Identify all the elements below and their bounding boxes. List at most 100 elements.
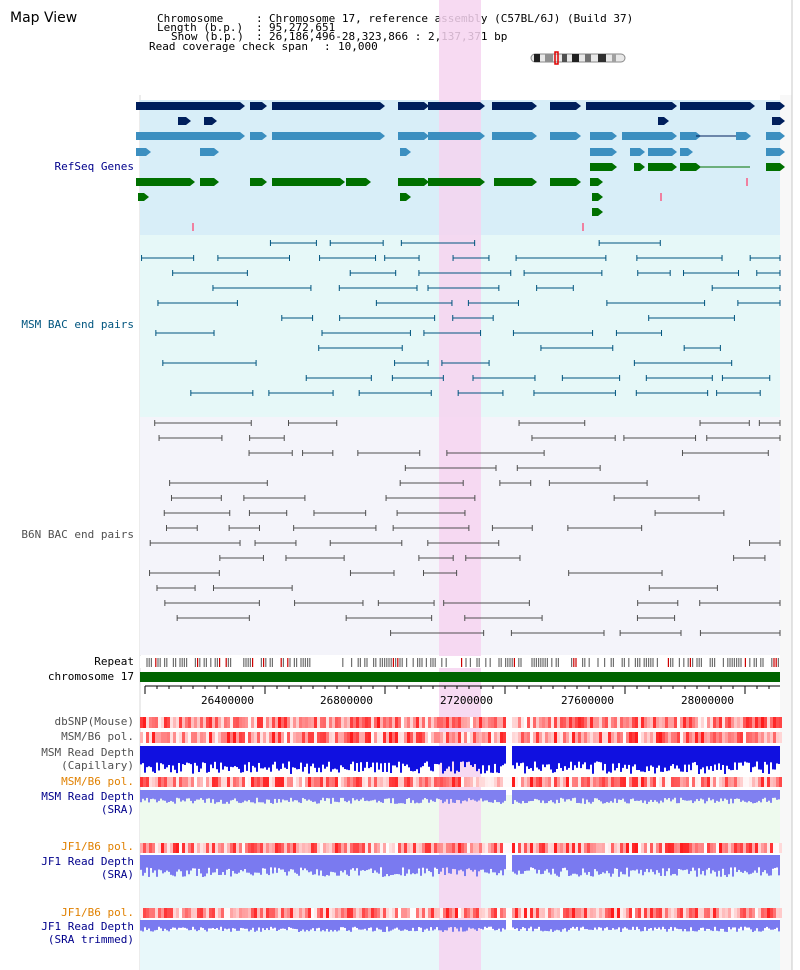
heatmap-cell	[152, 908, 155, 918]
heatmap-cell	[371, 717, 374, 728]
repeat-element	[722, 658, 724, 667]
heatmap-cell	[599, 732, 602, 743]
track-label-jf1-b6-pol-1[interactable]: JF1/B6 pol.	[61, 840, 134, 853]
depth-bar	[310, 855, 312, 872]
depth-bar	[590, 920, 592, 930]
track-label-jf1-b6-pol-2[interactable]: JF1/B6 pol.	[61, 906, 134, 919]
heatmap-cell	[221, 843, 224, 853]
depth-bar	[584, 790, 586, 804]
chromosome-bar[interactable]	[140, 672, 780, 682]
heatmap-cell	[539, 908, 542, 918]
depth-bar	[338, 920, 340, 931]
repeat-track[interactable]	[146, 658, 779, 667]
heatmap-cell	[503, 717, 506, 728]
chromosome-ideogram[interactable]	[530, 51, 626, 65]
heatmap-cell	[656, 717, 659, 728]
track-label-jf1-depth[interactable]: JF1 Read Depth	[41, 855, 134, 868]
heatmap-cell	[284, 732, 287, 743]
depth-bar	[672, 790, 674, 800]
page-title: Map View	[10, 10, 78, 26]
heatmap-cell	[620, 732, 623, 743]
heatmap-cell	[194, 717, 197, 728]
heatmap-cell	[701, 908, 704, 918]
strand-arrow-icon	[144, 193, 149, 201]
depth-bar	[700, 746, 702, 770]
heatmap-cell	[308, 777, 311, 787]
depth-bar	[334, 920, 336, 930]
depth-bar	[656, 746, 658, 768]
heatmap-cell	[767, 732, 770, 743]
heatmap-tracks[interactable]	[140, 717, 782, 918]
depth-bar	[178, 920, 180, 928]
track-label-b6n-bac[interactable]: B6N BAC end pairs	[21, 528, 134, 541]
heatmap-cell	[407, 843, 410, 853]
depth-bar	[516, 746, 518, 763]
gene-feature	[398, 102, 424, 110]
heatmap-cell	[455, 777, 458, 787]
track-label-refseq-genes[interactable]: RefSeq Genes	[54, 160, 134, 173]
depth-bar	[182, 746, 184, 765]
heatmap-cell	[722, 732, 725, 743]
depth-bar	[286, 920, 288, 931]
track-label-msm-depth-capillary[interactable]: MSM Read Depth	[41, 746, 134, 759]
heatmap-cell	[605, 843, 608, 853]
read-depth-tracks[interactable]	[140, 746, 780, 932]
track-label-repeat[interactable]: Repeat	[94, 655, 134, 668]
track-label-msm-b6-pol-1[interactable]: MSM/B6 pol.	[61, 730, 134, 743]
depth-bar	[560, 746, 562, 768]
highlight-region[interactable]	[439, 0, 481, 970]
heatmap-cell	[515, 908, 518, 918]
track-label-msm-depth-sra[interactable]: MSM Read Depth	[41, 790, 134, 803]
depth-bar	[478, 746, 480, 769]
track-label-chromosome[interactable]: chromosome 17	[47, 670, 134, 683]
heatmap-cell	[629, 908, 632, 918]
depth-bar	[360, 855, 362, 871]
depth-bar	[208, 790, 210, 799]
refseq-genes-track[interactable]	[136, 102, 785, 231]
heatmap-cell	[341, 908, 344, 918]
depth-bar	[272, 790, 274, 804]
heatmap-cell	[728, 732, 731, 743]
repeat-element	[210, 658, 212, 667]
msm-bac-end-pairs-track[interactable]	[141, 240, 781, 396]
depth-bar	[210, 790, 212, 803]
depth-bar	[724, 790, 726, 799]
depth-bar	[544, 920, 546, 931]
depth-bar	[306, 855, 308, 871]
heatmap-cell	[494, 843, 497, 853]
depth-bar	[342, 920, 344, 928]
track-label-msm-bac[interactable]: MSM BAC end pairs	[21, 318, 134, 331]
heatmap-cell	[620, 843, 623, 853]
depth-bar	[574, 746, 576, 766]
depth-bar	[248, 790, 250, 801]
heatmap-cell	[323, 908, 326, 918]
track-label-dbsnp[interactable]: dbSNP(Mouse)	[54, 715, 134, 728]
depth-bar	[450, 746, 452, 772]
heatmap-cell	[428, 843, 431, 853]
track-label-jf1-depth-trimmed[interactable]: JF1 Read Depth	[41, 920, 134, 933]
heatmap-cell	[251, 732, 254, 743]
heatmap-cell	[740, 777, 743, 787]
depth-bar	[146, 746, 148, 768]
depth-bar	[386, 920, 388, 927]
heatmap-cell	[218, 717, 221, 728]
heatmap-cell	[503, 777, 506, 787]
heatmap-cell	[710, 777, 713, 787]
heatmap-cell	[647, 717, 650, 728]
heatmap-cell	[614, 732, 617, 743]
depth-bar	[478, 920, 480, 929]
depth-bar	[198, 746, 200, 773]
depth-bar	[180, 855, 182, 872]
depth-bar	[752, 790, 754, 804]
depth-bar	[224, 920, 226, 929]
depth-bar	[586, 855, 588, 875]
depth-bar	[774, 855, 776, 869]
depth-bar	[542, 746, 544, 765]
heatmap-cell	[647, 732, 650, 743]
track-label-msm-b6-pol-2[interactable]: MSM/B6 pol.	[61, 775, 134, 788]
heatmap-cell	[473, 908, 476, 918]
depth-bar	[738, 855, 740, 870]
repeat-element	[280, 658, 282, 667]
heatmap-cell	[374, 732, 377, 743]
b6n-bac-end-pairs-track[interactable]	[149, 420, 781, 636]
